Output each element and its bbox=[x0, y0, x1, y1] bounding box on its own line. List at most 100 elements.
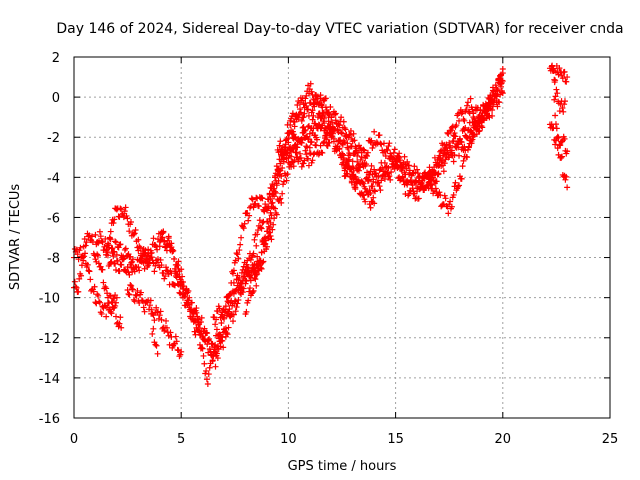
data-point bbox=[471, 115, 478, 122]
data-point bbox=[491, 93, 498, 100]
data-point bbox=[105, 299, 112, 306]
data-point bbox=[212, 321, 219, 328]
data-point bbox=[291, 118, 298, 125]
chart-title: Day 146 of 2024, Sidereal Day-to-day VTE… bbox=[56, 21, 623, 37]
data-point bbox=[415, 195, 422, 202]
data-point bbox=[216, 305, 223, 312]
data-point bbox=[85, 267, 92, 274]
data-point bbox=[353, 147, 360, 154]
data-point bbox=[440, 168, 447, 175]
data-point bbox=[203, 367, 210, 374]
data-point bbox=[127, 281, 134, 288]
data-point bbox=[113, 313, 120, 320]
data-point bbox=[233, 304, 240, 311]
data-point bbox=[90, 288, 97, 295]
data-point bbox=[336, 122, 343, 129]
data-point bbox=[371, 128, 378, 135]
data-point bbox=[446, 139, 453, 146]
data-point bbox=[315, 110, 322, 117]
data-point bbox=[380, 140, 387, 147]
data-point bbox=[435, 162, 442, 169]
data-point bbox=[219, 337, 226, 344]
data-point bbox=[78, 272, 85, 279]
data-point bbox=[117, 205, 124, 212]
data-point bbox=[272, 205, 278, 212]
data-point bbox=[257, 264, 264, 271]
data-point bbox=[564, 184, 571, 191]
data-point bbox=[246, 272, 253, 279]
data-point bbox=[302, 126, 309, 133]
data-point bbox=[165, 271, 172, 278]
data-point bbox=[269, 226, 276, 233]
data-point bbox=[497, 72, 504, 79]
data-point bbox=[249, 196, 256, 203]
data-marks bbox=[71, 62, 571, 388]
data-point bbox=[306, 130, 313, 137]
data-point bbox=[241, 220, 248, 227]
data-point bbox=[372, 170, 379, 177]
data-point bbox=[255, 203, 262, 210]
data-point bbox=[388, 169, 395, 176]
data-point bbox=[140, 304, 147, 311]
data-point bbox=[254, 231, 261, 238]
data-point bbox=[165, 233, 172, 240]
data-point bbox=[253, 271, 260, 278]
data-point bbox=[376, 132, 383, 139]
data-point bbox=[332, 117, 339, 124]
data-point bbox=[290, 131, 297, 138]
data-point bbox=[271, 215, 278, 222]
data-point bbox=[193, 309, 200, 316]
data-point bbox=[124, 215, 131, 222]
data-point bbox=[338, 129, 345, 136]
data-point bbox=[273, 163, 280, 170]
data-point bbox=[556, 65, 563, 72]
series-sat-b bbox=[71, 230, 125, 331]
data-point bbox=[409, 182, 416, 189]
data-point bbox=[297, 106, 304, 113]
data-point bbox=[165, 332, 172, 339]
data-point bbox=[464, 99, 471, 106]
data-point bbox=[158, 262, 165, 269]
data-point bbox=[185, 297, 192, 304]
y-tick-label: 2 bbox=[52, 51, 60, 66]
data-point bbox=[168, 240, 175, 247]
data-point bbox=[352, 186, 359, 193]
data-point bbox=[233, 250, 240, 257]
data-point bbox=[401, 153, 408, 160]
data-point bbox=[397, 157, 404, 164]
data-point bbox=[158, 316, 165, 323]
data-point bbox=[272, 189, 279, 196]
data-point bbox=[245, 297, 252, 304]
data-point bbox=[255, 227, 262, 234]
data-point bbox=[394, 165, 401, 172]
data-point bbox=[336, 145, 343, 152]
data-point bbox=[285, 130, 292, 137]
data-point bbox=[400, 178, 407, 185]
data-point bbox=[125, 291, 132, 298]
data-point bbox=[373, 139, 380, 146]
data-point bbox=[368, 162, 375, 169]
x-axis-title: GPS time / hours bbox=[288, 459, 397, 474]
data-point bbox=[81, 253, 88, 260]
data-point bbox=[456, 136, 463, 143]
data-point bbox=[380, 172, 387, 179]
series-sat-n bbox=[424, 70, 506, 217]
data-point bbox=[382, 152, 389, 159]
data-point bbox=[245, 217, 252, 224]
data-point bbox=[246, 285, 253, 292]
data-point bbox=[99, 266, 106, 273]
data-point bbox=[345, 145, 352, 152]
data-point bbox=[556, 108, 563, 115]
data-point bbox=[104, 240, 111, 247]
data-point bbox=[78, 262, 85, 269]
data-point bbox=[333, 120, 340, 127]
data-point bbox=[286, 129, 293, 136]
data-point bbox=[166, 341, 173, 348]
data-point bbox=[498, 83, 505, 90]
data-point bbox=[431, 180, 438, 187]
data-point bbox=[104, 249, 111, 256]
data-point bbox=[338, 114, 345, 121]
data-point bbox=[169, 246, 176, 253]
data-point bbox=[180, 283, 187, 290]
data-point bbox=[371, 200, 378, 207]
